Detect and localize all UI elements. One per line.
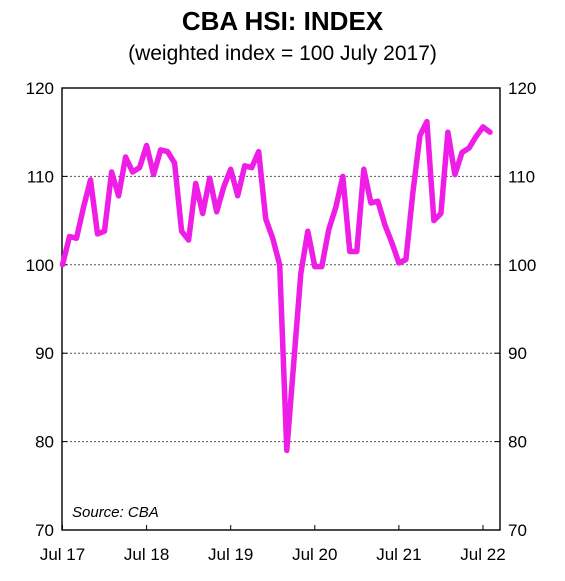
chart-title: CBA HSI: INDEX <box>181 6 384 36</box>
x-tick-label: Jul 21 <box>376 545 421 564</box>
x-tick-label: Jul 17 <box>40 545 85 564</box>
series-line <box>59 118 493 454</box>
y-tick-label: 90 <box>508 344 527 363</box>
x-tick-label: Jul 19 <box>208 545 253 564</box>
plot-frame <box>61 87 501 531</box>
x-axis: Jul 17 Jul 18 Jul 19 Jul 20 Jul 21 Jul 22 <box>40 525 506 564</box>
y-tick-label: 70 <box>35 521 54 540</box>
chart-subtitle: (weighted index = 100 July 2017) <box>128 42 437 65</box>
gridlines <box>62 175 500 443</box>
y-tick-label: 110 <box>508 167 535 186</box>
source-note: Source: CBA <box>72 504 159 521</box>
x-tick-label: Jul 18 <box>124 545 169 564</box>
y-tick-label: 110 <box>27 167 54 186</box>
y-tick-label: 120 <box>508 79 536 98</box>
y-tick-label: 100 <box>508 256 536 275</box>
y-axis-left: 70 80 90 100 110 120 <box>26 79 67 540</box>
y-tick-label: 100 <box>26 256 54 275</box>
x-tick-label: Jul 22 <box>460 545 505 564</box>
y-tick-label: 70 <box>508 521 527 540</box>
y-axis-right: 70 80 90 100 110 120 <box>495 79 536 540</box>
y-tick-label: 90 <box>35 344 54 363</box>
y-tick-label: 80 <box>508 433 527 452</box>
x-tick-label: Jul 20 <box>292 545 337 564</box>
y-tick-label: 120 <box>26 79 54 98</box>
y-tick-label: 80 <box>35 433 54 452</box>
